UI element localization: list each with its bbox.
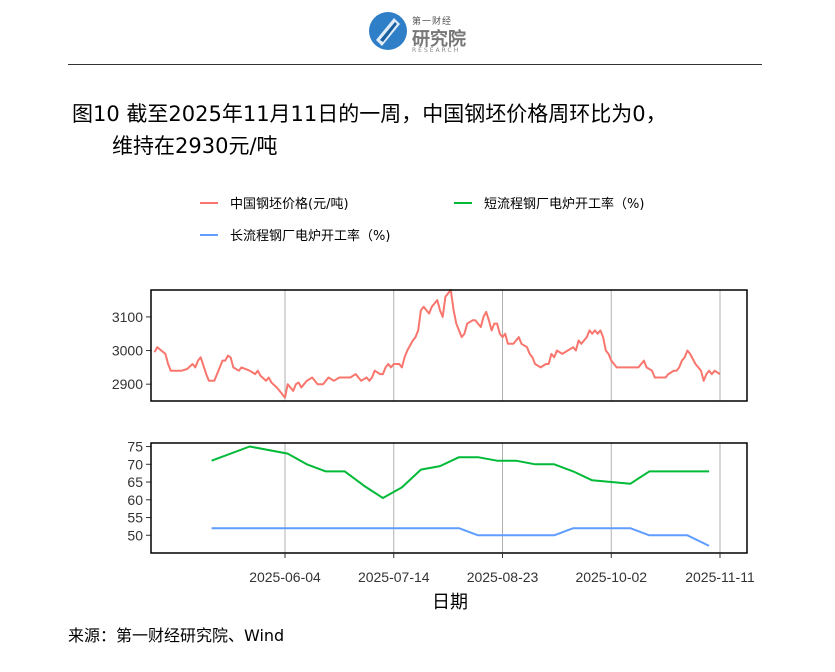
series-line-utilization-1 <box>211 527 710 547</box>
x-axis-title: 日期 <box>432 592 468 613</box>
chart-legend: 中国钢坯价格(元/吨) 短流程钢厂电炉开工率（%) 长流程钢厂电炉开工率（%) <box>200 196 644 244</box>
y-tick-label-utilization-60: 60 <box>127 492 143 508</box>
legend-label-long-process: 长流程钢厂电炉开工率（%) <box>230 228 390 244</box>
logo-name-small: 第一财经 <box>412 17 453 27</box>
panel-frame-price <box>150 289 748 402</box>
y-tick-label-utilization-70: 70 <box>127 456 143 472</box>
y-tick-label-price-3000: 3000 <box>112 343 143 359</box>
x-tick-label-0: 2025-06-04 <box>249 569 321 585</box>
x-axis: 2025-06-04 2025-07-14 2025-08-23 2025-10-02… <box>249 553 755 585</box>
y-tick-label-utilization-55: 55 <box>127 510 143 526</box>
x-tick-label-4: 2025-11-11 <box>685 569 755 585</box>
panel-frame-utilization <box>150 442 748 554</box>
x-tick-label-2: 2025-08-23 <box>467 569 539 585</box>
legend-label-billet-price: 中国钢坯价格(元/吨) <box>230 196 349 212</box>
y-tick-label-price-2900: 2900 <box>112 376 143 392</box>
header-divider <box>68 64 762 65</box>
logo-name-big: 研究院 <box>412 29 466 50</box>
y-tick-label-utilization-65: 65 <box>127 474 143 490</box>
source-note: 来源：第一财经研究院、Wind <box>68 626 285 645</box>
figure-title: 图10 截至2025年11月11日的一周，中国钢坯价格周环比为0， 维持在293… <box>72 98 762 162</box>
series-line-utilization-0 <box>211 445 710 499</box>
figure-title-line2: 维持在2930元/吨 <box>112 134 278 158</box>
panel-billet-price: 2900 3000 3100 <box>112 289 748 402</box>
x-tick-label-3: 2025-10-02 <box>575 569 647 585</box>
y-tick-label-price-3100: 3100 <box>112 309 143 325</box>
y-tick-label-utilization-50: 50 <box>127 527 143 543</box>
legend-label-short-process: 短流程钢厂电炉开工率（%) <box>484 196 644 212</box>
y-tick-label-utilization-75: 75 <box>127 439 143 455</box>
figure-title-line1: 图10 截至2025年11月11日的一周，中国钢坯价格周环比为0， <box>72 102 667 126</box>
logo-mark-icon <box>369 12 407 50</box>
logo-name-en: RESEARCH <box>412 47 461 54</box>
series-line-price-0 <box>153 289 721 399</box>
x-tick-label-1: 2025-07-14 <box>358 569 430 585</box>
research-logo: 第一财经 研究院 RESEARCH <box>368 10 478 54</box>
